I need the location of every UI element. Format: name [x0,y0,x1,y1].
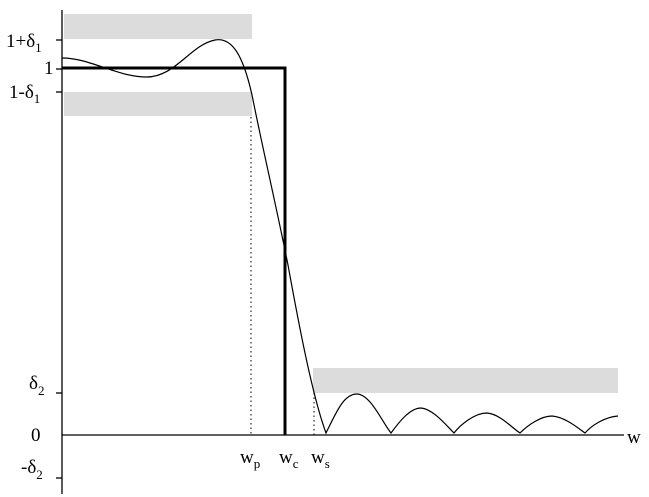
label-one-plus-delta1: 1+δ1 [6,31,42,55]
label-zero: 0 [31,425,41,446]
x-axis-label: w [627,427,641,448]
passband-upper-tolerance-band [64,14,252,39]
label-ws: ws [311,447,330,471]
label-wc: wc [279,447,299,471]
label-wp: wp [240,447,260,471]
stopband-tolerance-band [313,368,618,393]
filter-magnitude-response [61,39,619,435]
ideal-lowpass-response [62,66,287,435]
label-delta2: δ2 [29,373,44,398]
label-one-minus-delta1: 1-δ1 [9,82,40,106]
passband-lower-tolerance-band [64,92,252,116]
label-minus-delta2: -δ2 [21,457,43,482]
label-one: 1 [44,58,54,79]
